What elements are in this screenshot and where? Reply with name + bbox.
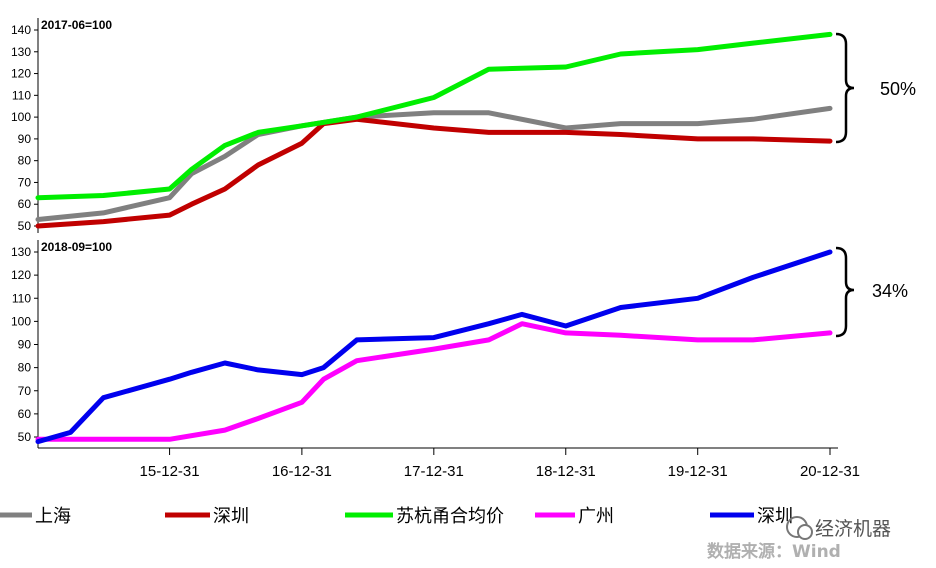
y-tick-label: 130 <box>11 45 31 59</box>
y-tick-label: 80 <box>18 361 32 375</box>
legend-label-1: 深圳 <box>213 506 249 527</box>
series-line-1-0 <box>35 321 833 442</box>
x-tick-label: 17-12-31 <box>404 463 464 480</box>
brace <box>835 32 855 144</box>
y-tick-label: 50 <box>18 219 32 233</box>
wechat-icon-bubble <box>797 524 813 540</box>
series-line-1-1 <box>35 249 833 445</box>
footer: 经济机器 数据来源：Wind <box>707 516 891 562</box>
watermark: 经济机器 <box>786 516 891 540</box>
annotation-bottom: 34% <box>872 281 908 301</box>
legend-label-2: 苏杭甬合均价 <box>396 506 504 527</box>
y-tick-label: 140 <box>11 23 31 37</box>
y-tick-label: 70 <box>18 384 32 398</box>
legend: 上海 深圳 苏杭甬合均价 广州 深圳 <box>0 506 793 527</box>
y-tick-label: 80 <box>18 154 32 168</box>
top-panel: 50 60 70 80 90 100 110 120 130 140 2017-06=100 <box>11 18 833 233</box>
y-tick-label: 60 <box>18 407 32 421</box>
legend-label-3: 广州 <box>578 506 614 527</box>
brace <box>835 246 855 338</box>
y-tick-label: 110 <box>12 291 31 305</box>
y-tick-label: 90 <box>18 338 32 352</box>
legend-label-0: 上海 <box>35 506 71 527</box>
x-tick-label: 18-12-31 <box>536 463 596 480</box>
x-tick-label: 15-12-31 <box>140 463 200 480</box>
bottom-panel: 50 60 70 80 90 100 110 120 130 2018-09=100 <box>11 240 838 449</box>
panel-title: 2017-06=100 <box>41 18 112 32</box>
x-tick-label: 16-12-31 <box>272 463 332 480</box>
series-line-0-1 <box>35 116 833 229</box>
watermark-text: 经济机器 <box>815 518 891 540</box>
source-text: 数据来源：Wind <box>707 541 841 562</box>
y-tick-label: 100 <box>11 314 31 328</box>
series-line-0-2 <box>35 31 833 201</box>
x-tick-label: 19-12-31 <box>668 463 728 480</box>
y-tick-label: 60 <box>18 197 32 211</box>
y-tick-label: 130 <box>11 245 31 259</box>
panel-title: 2018-09=100 <box>41 240 112 254</box>
y-tick-label: 110 <box>12 88 31 102</box>
y-tick-label: 50 <box>18 430 32 444</box>
y-tick-label: 120 <box>11 268 31 282</box>
annotations: 50% 34% <box>835 32 916 338</box>
y-tick-label: 90 <box>18 132 32 146</box>
x-axis: 15-12-31 16-12-31 17-12-31 18-12-31 19-12-31… <box>140 448 860 480</box>
legend-label-4: 深圳 <box>757 506 793 527</box>
x-tick-label: 20-12-31 <box>800 463 860 480</box>
annotation-top: 50% <box>880 79 916 99</box>
y-tick-label: 100 <box>11 110 31 124</box>
y-tick-label: 70 <box>18 175 32 189</box>
series-line-0-0 <box>35 105 833 222</box>
y-tick-label: 120 <box>11 67 31 81</box>
